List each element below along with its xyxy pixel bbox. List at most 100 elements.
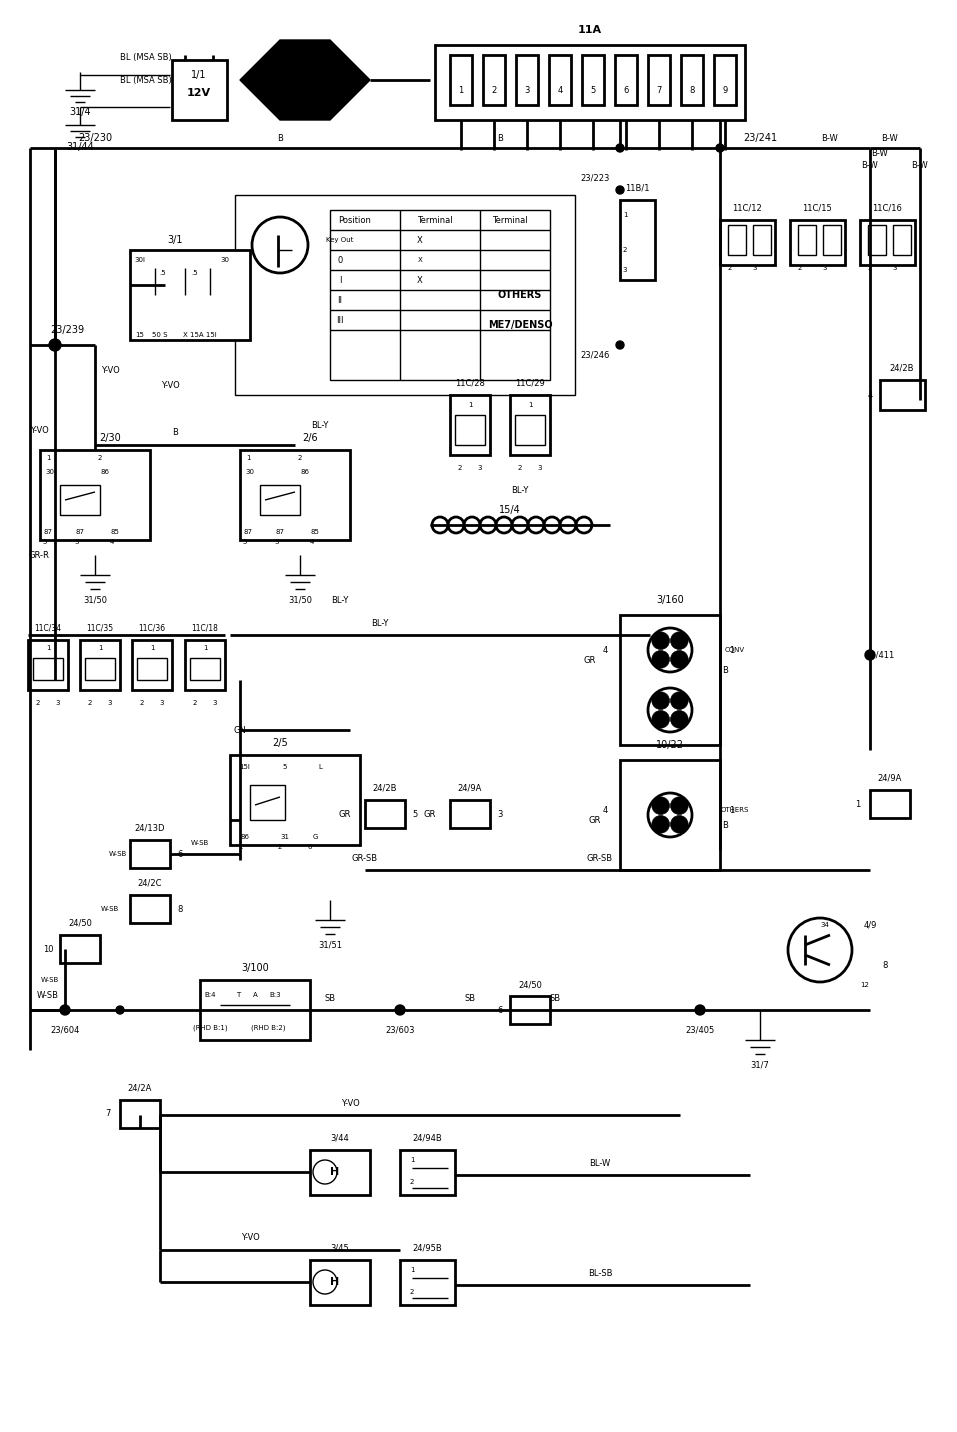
Bar: [250, 785, 285, 821]
Text: 2: 2: [410, 1179, 414, 1186]
Circle shape: [652, 796, 670, 815]
Bar: [714, 54, 736, 105]
Bar: [85, 657, 115, 680]
Text: 11C/34: 11C/34: [34, 623, 61, 633]
Text: W-SB: W-SB: [37, 991, 59, 1000]
Text: G: G: [312, 833, 318, 841]
Text: 31: 31: [280, 833, 290, 841]
Polygon shape: [240, 40, 370, 120]
Text: 11C/18: 11C/18: [191, 623, 218, 633]
Bar: [435, 44, 745, 120]
Text: 86: 86: [240, 833, 250, 841]
Text: H: H: [330, 1167, 340, 1177]
Text: 2: 2: [518, 465, 523, 471]
Bar: [240, 450, 350, 540]
Bar: [200, 979, 310, 1040]
Text: 23/411: 23/411: [865, 650, 895, 660]
Text: B: B: [723, 821, 728, 829]
Circle shape: [652, 632, 670, 650]
Circle shape: [648, 629, 692, 672]
Text: X: X: [417, 235, 423, 245]
Text: 24/95B: 24/95B: [412, 1243, 442, 1253]
Bar: [620, 200, 655, 281]
Text: B:4: B:4: [204, 992, 215, 998]
Text: 3: 3: [56, 700, 60, 706]
Circle shape: [652, 692, 670, 709]
Text: 15I: 15I: [239, 765, 251, 770]
Text: 86: 86: [300, 470, 309, 475]
Text: BL (MSA SB): BL (MSA SB): [120, 53, 171, 62]
Text: B: B: [327, 66, 333, 74]
Text: 3/44: 3/44: [330, 1134, 349, 1143]
Text: 11B/1: 11B/1: [625, 183, 649, 192]
Text: 1: 1: [237, 843, 242, 851]
Text: OTHERS: OTHERS: [721, 808, 749, 813]
Bar: [516, 54, 538, 105]
Text: 11C/16: 11C/16: [872, 203, 901, 212]
Text: 10: 10: [43, 945, 54, 954]
Text: 2: 2: [623, 246, 627, 253]
Bar: [681, 54, 703, 105]
Bar: [620, 614, 720, 745]
Bar: [130, 251, 250, 339]
Text: 1: 1: [623, 212, 627, 218]
Text: 2: 2: [140, 700, 145, 706]
Text: 8: 8: [689, 86, 695, 95]
Circle shape: [695, 1005, 705, 1015]
Text: W-SB: W-SB: [100, 906, 119, 912]
Bar: [185, 640, 225, 690]
Text: GR-SB: GR-SB: [587, 853, 613, 862]
Text: Y-VO: Y-VO: [161, 381, 179, 390]
Circle shape: [49, 339, 61, 351]
Bar: [870, 790, 910, 818]
Text: BL-Y: BL-Y: [331, 596, 348, 604]
Text: Terminal: Terminal: [417, 215, 453, 225]
Bar: [720, 221, 775, 265]
Text: 0: 0: [338, 255, 343, 265]
Text: (RHD B:2): (RHD B:2): [251, 1025, 285, 1031]
Circle shape: [648, 793, 692, 836]
Text: 4: 4: [602, 646, 608, 654]
Text: ME7/DENSO: ME7/DENSO: [488, 319, 552, 329]
Text: .5: .5: [160, 271, 167, 276]
Bar: [172, 60, 227, 120]
Text: .5: .5: [191, 271, 198, 276]
Text: 24/2B: 24/2B: [372, 783, 397, 792]
Text: 1: 1: [98, 644, 102, 652]
Text: 87: 87: [43, 528, 53, 536]
Text: 11C/28: 11C/28: [456, 378, 485, 388]
Text: 23/604: 23/604: [51, 1025, 79, 1034]
Circle shape: [671, 710, 688, 727]
Circle shape: [671, 692, 688, 709]
Text: GR: GR: [584, 656, 596, 664]
Text: 3/45: 3/45: [330, 1243, 349, 1253]
Text: 11C/29: 11C/29: [515, 378, 545, 388]
Text: 23/241: 23/241: [743, 133, 777, 143]
Bar: [868, 225, 886, 255]
Text: B-W: B-W: [861, 160, 879, 169]
Circle shape: [696, 1007, 704, 1014]
Text: 3: 3: [524, 86, 529, 95]
Text: L: L: [318, 765, 322, 770]
Text: 3: 3: [498, 809, 502, 819]
Text: 2: 2: [491, 86, 497, 95]
Text: 24/2B: 24/2B: [890, 364, 914, 372]
Text: B: B: [278, 133, 283, 143]
Bar: [40, 450, 150, 540]
Text: 24/13D: 24/13D: [135, 823, 166, 832]
Text: 2: 2: [88, 700, 92, 706]
Circle shape: [395, 1005, 405, 1015]
Bar: [80, 640, 120, 690]
Text: B: B: [327, 50, 333, 60]
Text: 24/2A: 24/2A: [128, 1084, 152, 1093]
Bar: [60, 485, 100, 516]
Text: 24/2C: 24/2C: [138, 878, 163, 888]
Text: B: B: [327, 86, 333, 95]
Bar: [132, 640, 172, 690]
Circle shape: [652, 816, 670, 833]
Text: 2: 2: [278, 843, 282, 851]
Text: SB: SB: [324, 994, 336, 1002]
Text: 31/50: 31/50: [83, 596, 107, 604]
Text: T: T: [235, 992, 240, 998]
Text: 31/4: 31/4: [69, 107, 91, 117]
